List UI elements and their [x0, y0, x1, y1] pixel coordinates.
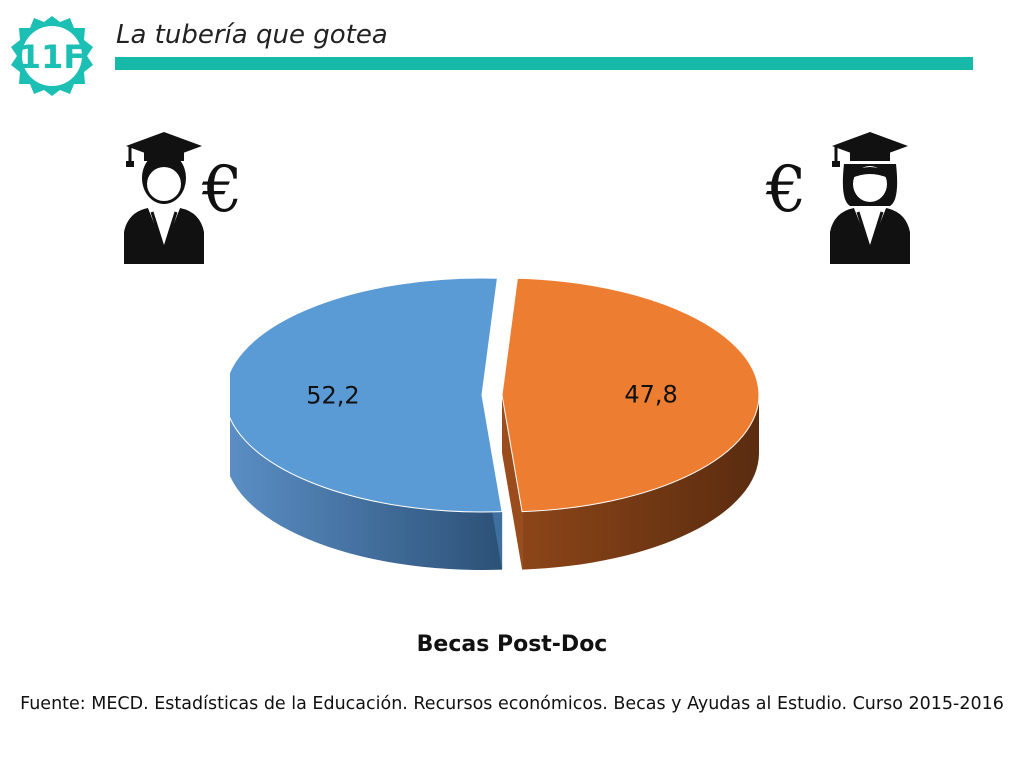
pie-slice-female-side	[522, 395, 759, 570]
logo-text: 11F	[19, 38, 85, 76]
pie-slice-female-wall	[502, 395, 523, 570]
header-divider	[115, 57, 973, 70]
chart-title: Becas Post-Doc	[416, 632, 608, 657]
male-graduate-icon	[124, 132, 204, 264]
pie-slice-male	[230, 277, 503, 570]
female-graduate-icon	[830, 132, 910, 264]
pie-slice-female-top	[501, 277, 760, 513]
euro-icon: €	[766, 153, 807, 227]
slice-label-female: 47,8	[624, 380, 677, 408]
pie-slice-male-side	[230, 417, 503, 570]
pie-slice-male-top	[230, 277, 503, 513]
pie-chart: 52,2 47,8	[230, 277, 760, 570]
pie-slice-female	[501, 277, 760, 570]
11f-logo: 11F	[11, 16, 93, 96]
page-title: La tubería que gotea	[116, 20, 388, 50]
euro-icon: €	[202, 153, 243, 227]
source-note: Fuente: MECD. Estadísticas de la Educaci…	[20, 694, 1004, 714]
slice-label-male: 52,2	[306, 382, 359, 410]
